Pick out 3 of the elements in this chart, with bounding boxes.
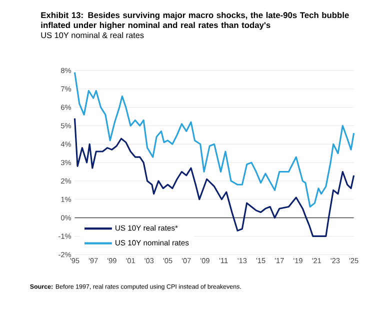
- chart-title: Exhibit 13: Besides surviving major macro shocks, the late-90s Tech bubble inflated under higher nominal and real rates than today's: [41, 12, 349, 30]
- chart-subtitle: US 10Y nominal & real rates: [41, 32, 144, 38]
- line-series: [74, 72, 355, 208]
